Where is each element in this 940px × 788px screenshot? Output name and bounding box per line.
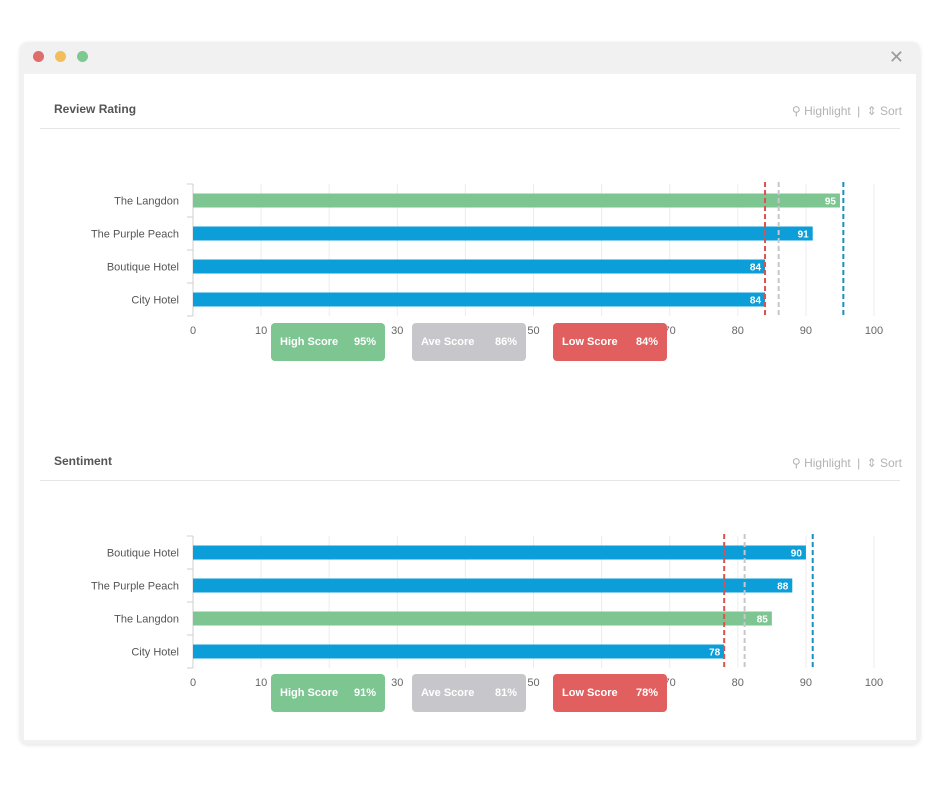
x-tick-label: 80: [732, 677, 744, 689]
bar-value-label: 85: [757, 615, 769, 626]
category-label: City Hotel: [131, 295, 179, 307]
bar-value-label: 84: [750, 263, 762, 274]
bar-value-label: 78: [709, 648, 721, 659]
category-label: The Langdon: [114, 614, 179, 626]
ave-score-badge: Ave Score 81%: [412, 674, 526, 712]
section-divider: [40, 128, 900, 129]
ave-score-label: Ave Score: [421, 336, 475, 348]
x-tick-label: 10: [255, 677, 267, 689]
low-score-value: 78%: [635, 687, 658, 699]
low-score-label: Low Score: [562, 687, 618, 699]
bar[interactable]: [193, 545, 806, 560]
low-score-badge: Low Score 78%: [553, 674, 667, 712]
close-icon[interactable]: ✕: [888, 47, 904, 67]
x-tick-label: 30: [391, 677, 403, 689]
review-rating-section: Review Rating ⚲ Highlight | ⇕ Sort 01020…: [24, 74, 916, 404]
window-maximize-dot[interactable]: [77, 51, 88, 62]
bar-value-label: 84: [750, 296, 762, 307]
category-label: City Hotel: [131, 647, 179, 659]
x-tick-label: 50: [527, 325, 539, 337]
sort-arrows-icon[interactable]: ⇕: [866, 104, 877, 118]
x-tick-label: 100: [865, 677, 883, 689]
ave-score-badge: Ave Score 86%: [412, 323, 526, 361]
x-tick-label: 90: [800, 677, 812, 689]
bar[interactable]: [193, 226, 813, 241]
sort-button[interactable]: Sort: [879, 456, 902, 470]
bar[interactable]: [193, 193, 840, 208]
high-score-value: 95%: [353, 336, 376, 348]
chart-tools: ⚲ Highlight | ⇕ Sort: [792, 104, 902, 118]
title-bar: ✕: [20, 42, 920, 74]
x-tick-label: 80: [732, 325, 744, 337]
lightbulb-icon[interactable]: ⚲: [791, 456, 801, 470]
x-tick-label: 90: [800, 325, 812, 337]
bar-value-label: 88: [777, 582, 789, 593]
highlight-button[interactable]: Highlight: [804, 456, 851, 470]
bar[interactable]: [193, 578, 793, 593]
highlight-button[interactable]: Highlight: [804, 104, 851, 118]
x-tick-label: 100: [865, 325, 883, 337]
low-score-badge: Low Score 84%: [553, 323, 667, 361]
sentiment-section: Sentiment ⚲ Highlight | ⇕ Sort 010203040…: [24, 426, 916, 740]
bar-value-label: 90: [791, 549, 803, 560]
x-tick-label: 50: [527, 677, 539, 689]
tool-separator: |: [857, 456, 861, 470]
dashboard-content: Review Rating ⚲ Highlight | ⇕ Sort 01020…: [24, 74, 916, 740]
tool-separator: |: [857, 104, 861, 118]
sort-arrows-icon[interactable]: ⇕: [866, 456, 877, 470]
score-legend: High Score 91% Ave Score 81% Low Score 7…: [271, 674, 667, 712]
section-title: Review Rating: [54, 102, 137, 116]
category-label: The Purple Peach: [91, 229, 179, 241]
x-tick-label: 0: [190, 677, 196, 689]
x-tick-label: 30: [391, 325, 403, 337]
category-label: The Purple Peach: [91, 581, 179, 593]
window-minimize-dot[interactable]: [55, 51, 66, 62]
bar[interactable]: [193, 292, 766, 307]
bar[interactable]: [193, 611, 772, 626]
bar[interactable]: [193, 259, 766, 274]
high-score-badge: High Score 95%: [271, 323, 385, 361]
section-title: Sentiment: [54, 454, 113, 468]
high-score-label: High Score: [280, 336, 339, 348]
bar-value-label: 91: [798, 230, 810, 241]
x-tick-label: 10: [255, 325, 267, 337]
ave-score-label: Ave Score: [421, 687, 475, 699]
ave-score-value: 86%: [494, 336, 517, 348]
bar[interactable]: [193, 644, 725, 659]
section-divider: [40, 480, 900, 481]
lightbulb-icon[interactable]: ⚲: [791, 104, 801, 118]
low-score-value: 84%: [635, 336, 658, 348]
window-close-dot[interactable]: [33, 51, 44, 62]
sentiment-chart: 0102030405060708090100Boutique Hotel90Th…: [91, 534, 883, 689]
bar-value-label: 95: [825, 197, 837, 208]
category-label: Boutique Hotel: [107, 262, 179, 274]
chart-tools: ⚲ Highlight | ⇕ Sort: [792, 456, 902, 470]
high-score-badge: High Score 91%: [271, 674, 385, 712]
sort-button[interactable]: Sort: [879, 104, 902, 118]
high-score-value: 91%: [353, 687, 376, 699]
ave-score-value: 81%: [494, 687, 517, 699]
category-label: Boutique Hotel: [107, 548, 179, 560]
score-legend: High Score 95% Ave Score 86% Low Score 8…: [271, 323, 667, 361]
app-window: ✕ Review Rating ⚲ Highlight | ⇕ Sort 0 10…: [20, 42, 920, 744]
low-score-label: Low Score: [562, 336, 618, 348]
category-label: The Langdon: [114, 196, 179, 208]
high-score-label: High Score: [280, 687, 339, 699]
x-tick-label: 0: [190, 325, 196, 337]
